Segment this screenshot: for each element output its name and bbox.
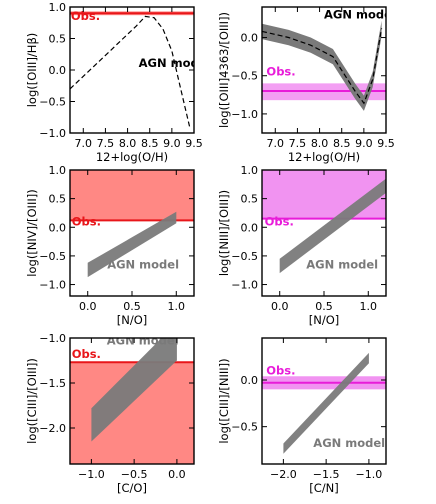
y-tick-label: 0.0 (241, 221, 259, 234)
x-axis-label: 12+log(O/H) (96, 150, 168, 164)
y-tick-label: −2.0 (39, 422, 66, 435)
obs-label: Obs. (265, 215, 294, 229)
axes-frame (69, 6, 195, 134)
model-band (283, 352, 369, 454)
x-tick-label: 9.5 (377, 137, 395, 150)
obs-label: Obs. (72, 215, 101, 229)
y-tick-label: −0.5 (231, 70, 258, 83)
y-tick-label: 1.0 (49, 1, 67, 14)
panel-4: Obs. AGN model 0.0 0.5 1.0 1.0 0.5 0.0 −0.5 −1.0 [… (217, 164, 387, 327)
x-tick-label: 8.5 (141, 137, 159, 150)
plot-area: Obs. AGN model (70, 170, 194, 278)
x-tick-label: −1.0 (78, 468, 105, 481)
y-tick-label: 1.0 (241, 164, 259, 177)
y-axis-label: log([OIII]/Hβ) (25, 33, 39, 108)
x-tick-label: −1.0 (356, 468, 383, 481)
obs-label: Obs. (266, 363, 295, 377)
x-tick-label: 1.0 (168, 300, 186, 313)
x-tick-label: 7.5 (289, 137, 307, 150)
y-tick-label: 0.5 (49, 193, 67, 206)
y-tick-label: 0.0 (49, 64, 67, 77)
y-tick-label: 0.0 (241, 374, 259, 387)
y-axis-label: log([NIV]/[OIII]) (25, 189, 39, 276)
x-axis-label: [C/N] (309, 481, 338, 495)
x-tick-label: 0.0 (271, 300, 289, 313)
x-tick-label: 7.0 (75, 137, 93, 150)
x-tick-label: 1.0 (360, 300, 378, 313)
plot-area: Obs. AGN model (70, 333, 194, 464)
obs-label: Obs. (266, 65, 295, 79)
y-axis-label: log([CIII]/[NIII]) (217, 358, 231, 443)
y-tick-label: 0.0 (49, 221, 67, 234)
y-tick-label: −0.5 (231, 250, 258, 263)
model-label: AGN model (107, 258, 179, 272)
y-tick-label: −0.5 (39, 250, 66, 263)
x-tick-label: 0.5 (315, 300, 333, 313)
x-tick-label: 9.0 (163, 137, 181, 150)
model-line (70, 15, 191, 127)
x-axis-label: 12+log(O/H) (288, 150, 360, 164)
y-tick-label: −1.5 (39, 377, 66, 390)
plot-area: Obs. AGN model (262, 7, 396, 111)
y-axis-label: log([OIII]4363/[OIII]) (217, 12, 231, 128)
panel-6: Obs. AGN model −2.0 −1.5 −1.0 0.0 −0.5 [C/N] log… (217, 337, 387, 495)
y-axis-label: log([CIII]/[OIII]) (25, 358, 39, 444)
plot-area: Obs. AGN model (262, 352, 386, 454)
panel-1: Obs. AGN model 7.0 7.5 8.0 8.5 9.0 9.5 1.0 0.5 0.0… (25, 1, 211, 164)
x-tick-label: −1.5 (313, 468, 340, 481)
model-band (262, 20, 382, 111)
y-tick-label: 0.5 (49, 33, 67, 46)
axes-frame (261, 6, 387, 134)
y-tick-label: 0.5 (241, 193, 259, 206)
x-tick-label: 0.5 (123, 300, 141, 313)
x-tick-label: 8.5 (333, 137, 351, 150)
model-label: AGN model (107, 333, 179, 347)
x-tick-label: 8.0 (311, 137, 329, 150)
x-tick-label: 8.0 (119, 137, 137, 150)
y-tick-label: −1.0 (39, 127, 66, 140)
panel-2: Obs. AGN model 7.0 7.5 8.0 8.5 9.0 9.5 0.0 −0.5 −1… (217, 6, 396, 164)
x-tick-label: 0.0 (168, 468, 186, 481)
x-tick-label: −0.5 (121, 468, 148, 481)
y-tick-label: −1.0 (231, 108, 258, 121)
model-label: AGN model (306, 258, 378, 272)
y-tick-label: −1.0 (39, 279, 66, 292)
plot-area: Obs. AGN model (70, 9, 211, 127)
panel-3: Obs. AGN model 0.0 0.5 1.0 1.0 0.5 0.0 −0.5 −1.0 [… (25, 164, 195, 327)
x-tick-label: 0.0 (79, 300, 97, 313)
model-band (91, 338, 177, 442)
x-tick-label: −2.0 (270, 468, 297, 481)
obs-label: Obs. (72, 347, 101, 361)
y-tick-label: −1.0 (39, 332, 66, 345)
x-axis-label: [C/O] (117, 481, 147, 495)
y-tick-label: 1.0 (49, 164, 67, 177)
x-tick-label: 7.5 (97, 137, 115, 150)
x-axis-label: [N/O] (117, 313, 148, 327)
y-tick-label: −1.0 (231, 279, 258, 292)
model-label: AGN model (313, 436, 385, 450)
x-tick-label: 9.5 (185, 137, 203, 150)
axes-frame (261, 337, 387, 465)
model-band (279, 178, 386, 274)
panel-5: Obs. AGN model −1.0 −0.5 0.0 −1.0 −1.5 −2.0 [C/O… (25, 332, 195, 495)
x-tick-label: 7.0 (267, 137, 285, 150)
x-axis-label: [N/O] (309, 313, 340, 327)
model-label: AGN model (324, 7, 396, 21)
plot-area: Obs. AGN model (262, 170, 386, 274)
y-axis-label: log([NIII]/[OIII]) (217, 190, 231, 276)
obs-band (70, 170, 194, 221)
x-tick-label: 9.0 (355, 137, 373, 150)
y-tick-label: 0.0 (241, 32, 259, 45)
y-tick-label: −0.5 (231, 421, 258, 434)
model-label: AGN model (139, 56, 211, 70)
y-tick-label: −0.5 (39, 96, 66, 109)
obs-label: Obs. (71, 9, 100, 23)
model-line (262, 28, 383, 105)
axes-frame (69, 337, 195, 465)
model-band (87, 211, 177, 278)
